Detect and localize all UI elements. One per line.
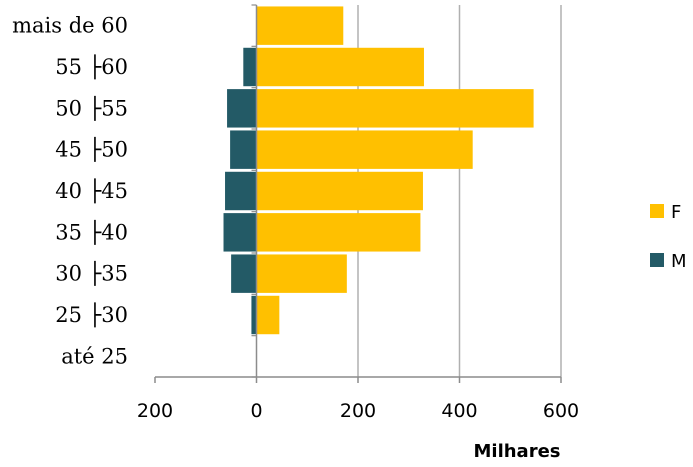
bar-m-6 — [227, 89, 257, 128]
category-label: até 25 — [61, 344, 128, 368]
bar-m-1 — [251, 295, 257, 335]
category-label: 30 ├35 — [55, 261, 128, 287]
x-tick-label: 400 — [441, 400, 477, 422]
category-labels: até 25 25 ├30 30 ├35 35 ├40 40 ├45 45 ├50 50 ├… — [12, 14, 128, 369]
bar-m-5 — [230, 130, 257, 169]
bar-f-2 — [256, 254, 347, 293]
x-tick-label: 600 — [543, 400, 579, 422]
bar-m-2 — [231, 254, 257, 293]
x-tick-label: 200 — [137, 400, 173, 422]
legend-swatch — [650, 253, 664, 267]
bar-f-3 — [256, 213, 421, 252]
category-label: mais de 60 — [12, 14, 128, 38]
legend-swatch — [650, 204, 664, 218]
legend: FM — [650, 202, 687, 272]
bar-f-5 — [256, 130, 473, 169]
bar-m-3 — [223, 213, 257, 252]
x-tick-label: 0 — [250, 400, 262, 422]
x-axis-title: Milhares — [473, 441, 560, 462]
legend-label: F — [671, 202, 681, 223]
bars — [223, 6, 534, 335]
bar-f-4 — [256, 171, 423, 211]
legend-item-f: F — [650, 202, 681, 223]
bar-f-1 — [256, 295, 280, 335]
axes — [154, 4, 562, 383]
category-label: 25 ├30 — [55, 302, 128, 328]
bar-f-6 — [256, 89, 534, 128]
x-tick-labels: 200 0 200 400 600 — [137, 400, 579, 422]
legend-label: M — [671, 251, 687, 272]
legend-item-m: M — [650, 251, 687, 272]
bar-f-8 — [256, 6, 344, 45]
bar-m-7 — [243, 47, 257, 87]
category-label: 55 ├60 — [55, 54, 128, 80]
category-label: 45 ├50 — [55, 137, 128, 163]
x-tick-label: 200 — [340, 400, 376, 422]
category-label: 35 ├40 — [55, 219, 128, 245]
category-label: 50 ├55 — [55, 95, 128, 121]
bar-f-7 — [256, 47, 424, 87]
bar-m-4 — [225, 171, 257, 211]
category-label: 40 ├45 — [55, 178, 128, 204]
